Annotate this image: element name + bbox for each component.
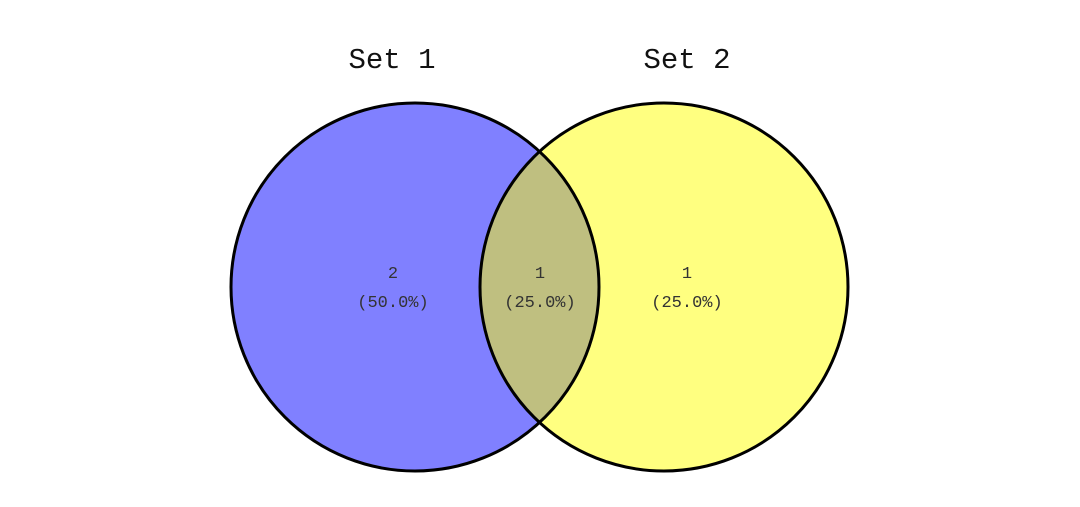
set-2-outline bbox=[478, 101, 850, 473]
overlap-count: 1 bbox=[535, 265, 545, 284]
set-2-only-count: 1 bbox=[682, 265, 692, 284]
set-1-only-count: 2 bbox=[388, 265, 398, 284]
overlap-percent: (25.0%) bbox=[504, 294, 575, 313]
overlap-region bbox=[480, 103, 599, 471]
set-2-only-percent: (25.0%) bbox=[651, 294, 722, 313]
set-2-label: Set 2 bbox=[643, 44, 730, 77]
set-1-outline bbox=[229, 101, 601, 473]
set-1-label: Set 1 bbox=[348, 44, 435, 77]
set-1-only-percent: (50.0%) bbox=[357, 294, 428, 313]
